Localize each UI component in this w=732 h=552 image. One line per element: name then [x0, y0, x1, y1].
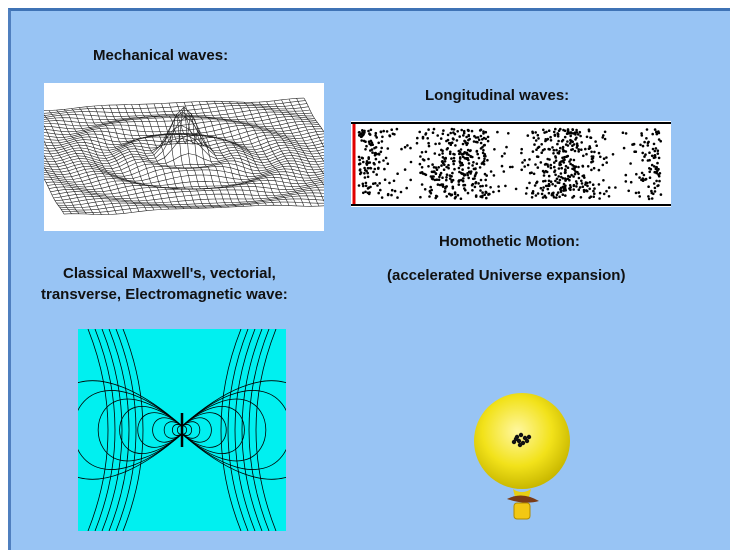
mechanical-waves-title: Mechanical waves:: [93, 47, 229, 64]
maxwell-wave-title-line2: transverse, Electromagnetic wave:: [41, 286, 288, 303]
maxwell-wave-title-line1: Classical Maxwell's, vectorial,: [63, 265, 276, 282]
longitudinal-wave-figure: [351, 121, 671, 207]
mechanical-wave-figure: [11, 83, 365, 231]
electromagnetic-wave-figure: [45, 328, 319, 532]
slide: Mechanical waves: Longitudinal waves: Ho…: [8, 8, 730, 550]
longitudinal-waves-title: Longitudinal waves:: [425, 87, 570, 104]
homothetic-motion-title: Homothetic Motion:: [439, 233, 580, 250]
universe-expansion-subtitle: (accelerated Universe expansion): [387, 267, 626, 284]
balloon-icon: [467, 393, 577, 533]
